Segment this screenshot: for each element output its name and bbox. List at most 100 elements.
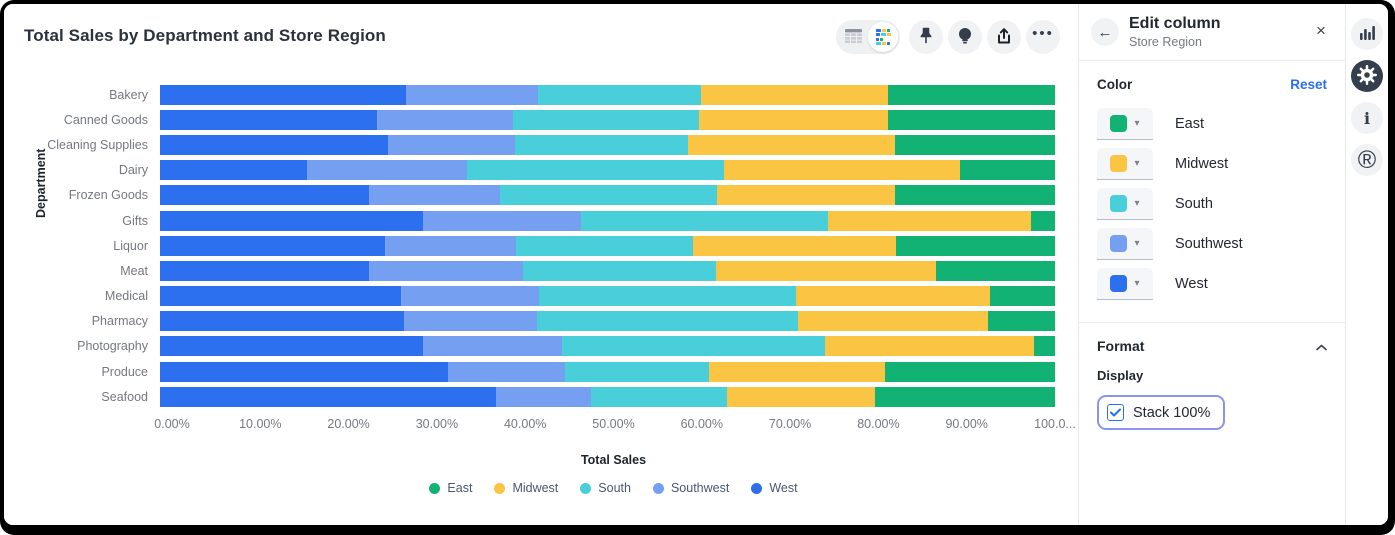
info-rail-button[interactable]: i — [1351, 102, 1383, 134]
bar-segment-west[interactable] — [160, 185, 369, 206]
close-button[interactable]: × — [1309, 18, 1333, 42]
legend-item-west[interactable]: West — [751, 481, 798, 495]
bar-segment-east[interactable] — [894, 185, 1055, 206]
collapse-format-button[interactable] — [1316, 339, 1327, 354]
bar-segment-south[interactable] — [539, 286, 797, 307]
bar-segment-midwest[interactable] — [693, 235, 896, 256]
bar-segment-southwest[interactable] — [423, 336, 562, 357]
bar-segment-east[interactable] — [894, 134, 1055, 155]
reset-link[interactable]: Reset — [1290, 77, 1327, 92]
bar-segment-east[interactable] — [987, 311, 1055, 332]
bar-segment-west[interactable] — [160, 336, 424, 357]
bar-medical[interactable] — [160, 286, 1055, 307]
r-logo-rail-button[interactable]: ® — [1351, 144, 1383, 176]
bar-meat[interactable] — [160, 260, 1055, 281]
color-swatch-dropdown[interactable]: ▾ — [1097, 188, 1153, 220]
bar-segment-southwest[interactable] — [406, 84, 538, 105]
bar-segment-southwest[interactable] — [400, 286, 540, 307]
checkbox-checked-icon[interactable] — [1107, 404, 1124, 421]
insight-button[interactable] — [948, 20, 982, 54]
bar-segment-midwest[interactable] — [708, 361, 885, 382]
back-button[interactable]: ← — [1091, 18, 1119, 46]
color-swatch-dropdown[interactable]: ▾ — [1097, 108, 1153, 140]
bar-segment-southwest[interactable] — [495, 386, 592, 407]
bar-segment-west[interactable] — [160, 311, 405, 332]
bar-segment-west[interactable] — [160, 235, 385, 256]
bar-segment-south[interactable] — [591, 386, 727, 407]
legend-item-southwest[interactable]: Southwest — [652, 481, 729, 495]
pin-button[interactable] — [909, 20, 943, 54]
bar-canned-goods[interactable] — [160, 109, 1055, 130]
bar-segment-south[interactable] — [537, 84, 701, 105]
bar-segment-west[interactable] — [160, 260, 369, 281]
bar-segment-east[interactable] — [989, 286, 1055, 307]
bar-gifts[interactable] — [160, 210, 1055, 231]
bar-segment-east[interactable] — [895, 235, 1055, 256]
bar-segment-south[interactable] — [523, 260, 716, 281]
bar-segment-east[interactable] — [887, 84, 1055, 105]
bar-dairy[interactable] — [160, 160, 1055, 181]
bar-segment-west[interactable] — [160, 109, 378, 130]
bar-segment-midwest[interactable] — [723, 160, 961, 181]
chart-view-button[interactable] — [868, 22, 898, 52]
bar-segment-south[interactable] — [516, 235, 694, 256]
bar-segment-east[interactable] — [1033, 336, 1055, 357]
bar-segment-east[interactable] — [960, 160, 1055, 181]
legend-item-midwest[interactable]: Midwest — [494, 481, 558, 495]
bar-segment-east[interactable] — [887, 109, 1055, 130]
bar-segment-midwest[interactable] — [688, 134, 895, 155]
bar-segment-west[interactable] — [160, 134, 389, 155]
bar-segment-south[interactable] — [515, 134, 689, 155]
share-button[interactable] — [987, 20, 1021, 54]
bar-segment-southwest[interactable] — [448, 361, 566, 382]
bar-segment-west[interactable] — [160, 286, 401, 307]
bar-segment-midwest[interactable] — [796, 286, 990, 307]
more-options-button[interactable]: ••• — [1026, 20, 1060, 54]
stack-100-checkbox[interactable]: Stack 100% — [1097, 395, 1226, 430]
bar-segment-southwest[interactable] — [306, 160, 467, 181]
bar-pharmacy[interactable] — [160, 311, 1055, 332]
bar-liquor[interactable] — [160, 235, 1055, 256]
bar-segment-southwest[interactable] — [377, 109, 513, 130]
bar-produce[interactable] — [160, 361, 1055, 382]
bar-segment-east[interactable] — [884, 361, 1055, 382]
table-view-button[interactable] — [838, 22, 868, 52]
bar-segment-midwest[interactable] — [715, 260, 936, 281]
bar-segment-southwest[interactable] — [368, 260, 524, 281]
bar-segment-midwest[interactable] — [716, 185, 895, 206]
bar-frozen-goods[interactable] — [160, 185, 1055, 206]
bar-segment-southwest[interactable] — [404, 311, 537, 332]
bar-segment-east[interactable] — [875, 386, 1055, 407]
bar-segment-south[interactable] — [512, 109, 699, 130]
bar-bakery[interactable] — [160, 84, 1055, 105]
bar-segment-south[interactable] — [565, 361, 709, 382]
bar-segment-south[interactable] — [580, 210, 828, 231]
color-swatch-dropdown[interactable]: ▾ — [1097, 268, 1153, 300]
bar-segment-south[interactable] — [466, 160, 724, 181]
bar-segment-southwest[interactable] — [388, 134, 516, 155]
bar-segment-east[interactable] — [935, 260, 1055, 281]
bar-segment-east[interactable] — [1030, 210, 1055, 231]
settings-rail-button[interactable] — [1351, 60, 1383, 92]
color-swatch-dropdown[interactable]: ▾ — [1097, 148, 1153, 180]
color-swatch-dropdown[interactable]: ▾ — [1097, 228, 1153, 260]
legend-item-south[interactable]: South — [580, 481, 631, 495]
bar-seafood[interactable] — [160, 386, 1055, 407]
bar-segment-midwest[interactable] — [698, 109, 888, 130]
bar-segment-west[interactable] — [160, 386, 496, 407]
chart-rail-button[interactable] — [1351, 18, 1383, 50]
bar-segment-southwest[interactable] — [423, 210, 581, 231]
bar-cleaning-supplies[interactable] — [160, 134, 1055, 155]
bar-segment-west[interactable] — [160, 361, 449, 382]
bar-segment-south[interactable] — [536, 311, 799, 332]
bar-segment-midwest[interactable] — [827, 210, 1031, 231]
bar-segment-west[interactable] — [160, 160, 307, 181]
bar-segment-west[interactable] — [160, 84, 407, 105]
bar-photography[interactable] — [160, 336, 1055, 357]
bar-segment-midwest[interactable] — [726, 386, 876, 407]
bar-segment-west[interactable] — [160, 210, 424, 231]
bar-segment-south[interactable] — [561, 336, 825, 357]
bar-segment-midwest[interactable] — [700, 84, 888, 105]
bar-segment-midwest[interactable] — [824, 336, 1034, 357]
bar-segment-midwest[interactable] — [798, 311, 988, 332]
